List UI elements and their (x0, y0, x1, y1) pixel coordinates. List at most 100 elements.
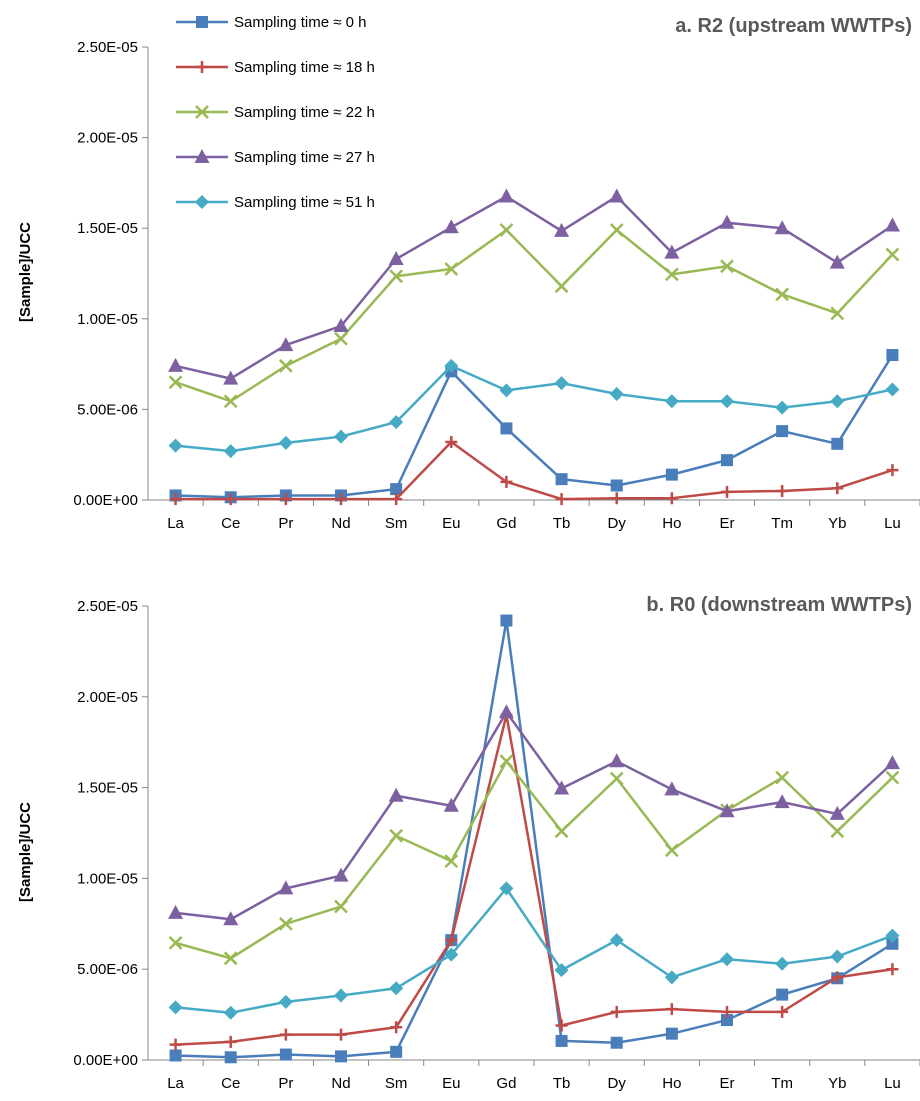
data-point-sampling-time-51-h-er (720, 952, 734, 967)
series-sampling-time-22-h (168, 223, 900, 409)
y-tick-label: 2.00E-05 (77, 689, 138, 706)
data-point-sampling-time-22-h-tb (554, 279, 569, 294)
data-point-sampling-time-22-h-eu (444, 262, 459, 276)
data-point-sampling-time-22-h-nd (334, 899, 348, 914)
x-tick-label-dy: Dy (608, 1075, 627, 1092)
y-tick-label: 2.00E-05 (77, 130, 138, 147)
x-tick-label-lu: Lu (884, 1075, 901, 1092)
series-sampling-time-0-h (169, 349, 899, 504)
data-point-sampling-time-0-h-yb (831, 437, 844, 450)
series-line-sampling-time-22-h (175, 760, 894, 960)
legend-label: Sampling time ≈ 51 h (234, 194, 375, 211)
data-point-sampling-time-51-h-tm (775, 956, 790, 971)
data-point-sampling-time-18-h-eu (445, 436, 458, 449)
x-tick-label-tb: Tb (553, 1075, 571, 1092)
chart-a-y-axis-label: [Sample]/UCC (17, 222, 34, 322)
data-point-sampling-time-51-h-nd (334, 429, 348, 444)
x-tick-label-ce: Ce (221, 1075, 240, 1092)
data-point-sampling-time-51-h-tb (554, 963, 569, 978)
series-line-sampling-time-51-h (175, 364, 893, 453)
chart-a-series (168, 188, 900, 506)
data-point-sampling-time-51-h-gd (499, 881, 514, 896)
legend-label: Sampling time ≈ 22 h (234, 104, 375, 121)
x-tick-label-tm: Tm (771, 1075, 793, 1092)
data-point-sampling-time-22-h-dy (609, 223, 624, 237)
chart-b-title: b. R0 (downstream WWTPs) (646, 594, 912, 616)
series-line-sampling-time-0-h (175, 354, 894, 499)
data-point-sampling-time-27-h-gd (498, 188, 514, 203)
data-point-sampling-time-22-h-eu (444, 854, 459, 869)
series-line-sampling-time-0-h (175, 619, 894, 1059)
data-point-sampling-time-51-h-eu (444, 358, 459, 373)
data-point-sampling-time-18-h-pr (279, 1028, 292, 1041)
data-point-sampling-time-51-h-tm (775, 400, 790, 415)
data-point-sampling-time-22-h-la (168, 935, 183, 950)
x-tick-label-la: La (167, 515, 184, 532)
x-tick-label-tb: Tb (553, 515, 571, 532)
data-point-sampling-time-0-h-ce (224, 1051, 237, 1064)
data-point-sampling-time-22-h-er (720, 259, 734, 274)
data-point-sampling-time-0-h-er (721, 454, 733, 467)
data-point-sampling-time-22-h-sm (389, 828, 404, 843)
chart-a-title: a. R2 (upstream WWTPs) (675, 15, 912, 37)
data-point-sampling-time-18-h-dy (610, 1005, 623, 1018)
data-point-sampling-time-51-h-er (720, 394, 734, 409)
data-point-sampling-time-22-h-gd (499, 754, 514, 769)
x-tick-label-eu: Eu (442, 1075, 460, 1092)
data-point-sampling-time-18-h-sm (390, 493, 403, 506)
series-sampling-time-27-h (168, 188, 900, 385)
legend-label: Sampling time ≈ 0 h (234, 14, 366, 31)
chart-b-r0-downstream: b. R0 (downstream WWTPs) [Sample]/UCC 0.… (17, 594, 920, 1092)
legend-item-sampling-time-27-h: Sampling time ≈ 27 h (176, 149, 375, 166)
x-tick-label-sm: Sm (385, 1075, 408, 1092)
data-point-sampling-time-27-h-yb (829, 805, 845, 820)
data-point-sampling-time-0-h-lu (886, 937, 899, 950)
data-point-sampling-time-22-h-yb (830, 824, 845, 839)
x-tick-label-ho: Ho (662, 1075, 681, 1092)
data-point-sampling-time-18-h-nd (335, 1028, 347, 1041)
data-point-sampling-time-27-h-tb (554, 780, 570, 795)
data-point-sampling-time-22-h-pr (278, 916, 293, 931)
data-point-sampling-time-51-h-la (168, 1000, 183, 1015)
y-tick-label: 1.00E-05 (77, 870, 138, 887)
y-tick-label: 0.00E+00 (73, 1052, 138, 1069)
legend-item-sampling-time-51-h: Sampling time ≈ 51 h (176, 194, 375, 211)
data-point-sampling-time-0-h-tb (555, 1034, 568, 1047)
data-point-sampling-time-51-h-eu (444, 947, 459, 962)
y-tick-label: 5.00E-06 (77, 401, 138, 418)
data-point-sampling-time-18-h-lu (886, 464, 899, 477)
data-point-sampling-time-27-h-er (719, 214, 735, 229)
legend-swatch-marker (196, 61, 208, 73)
data-point-sampling-time-51-h-la (168, 438, 183, 453)
data-point-sampling-time-18-h-pr (279, 493, 292, 506)
data-point-sampling-time-18-h-gd (500, 475, 513, 488)
y-tick-label: 2.50E-05 (77, 598, 138, 615)
data-point-sampling-time-22-h-ce (223, 951, 238, 966)
x-tick-label-gd: Gd (496, 1075, 516, 1092)
data-point-sampling-time-0-h-tm (776, 988, 789, 1001)
data-point-sampling-time-27-h-dy (609, 753, 625, 768)
y-tick-label: 5.00E-06 (77, 961, 138, 978)
data-point-sampling-time-51-h-ho (664, 970, 679, 985)
chart-b-y-ticks: 0.00E+00 5.00E-06 1.00E-05 1.50E-05 2.00E-05… (73, 598, 138, 1069)
data-point-sampling-time-0-h-lu (886, 349, 899, 362)
data-point-sampling-time-27-h-tm (774, 220, 790, 235)
series-sampling-time-51-h (168, 881, 900, 1020)
chart-a-r2-upstream: a. R2 (upstream WWTPs) [Sample]/UCC 0.00… (17, 14, 920, 532)
data-point-sampling-time-27-h-eu (443, 219, 459, 234)
data-point-sampling-time-51-h-ho (664, 394, 679, 409)
x-tick-label-ce: Ce (221, 515, 240, 532)
x-tick-label-er: Er (720, 1075, 735, 1092)
series-sampling-time-51-h (168, 358, 900, 459)
legend-item-sampling-time-18-h: Sampling time ≈ 18 h (176, 59, 375, 76)
x-tick-label-nd: Nd (331, 515, 350, 532)
legend-swatch-marker (195, 195, 209, 209)
data-point-sampling-time-27-h-ce (223, 370, 239, 385)
data-point-sampling-time-0-h-sm (390, 1045, 403, 1058)
chart-b-y-axis-label: [Sample]/UCC (17, 802, 34, 902)
data-point-sampling-time-0-h-gd (500, 422, 513, 435)
data-point-sampling-time-27-h-eu (443, 797, 459, 812)
data-point-sampling-time-22-h-ce (223, 394, 238, 409)
data-point-sampling-time-51-h-pr (278, 435, 293, 450)
data-point-sampling-time-27-h-nd (333, 867, 349, 882)
